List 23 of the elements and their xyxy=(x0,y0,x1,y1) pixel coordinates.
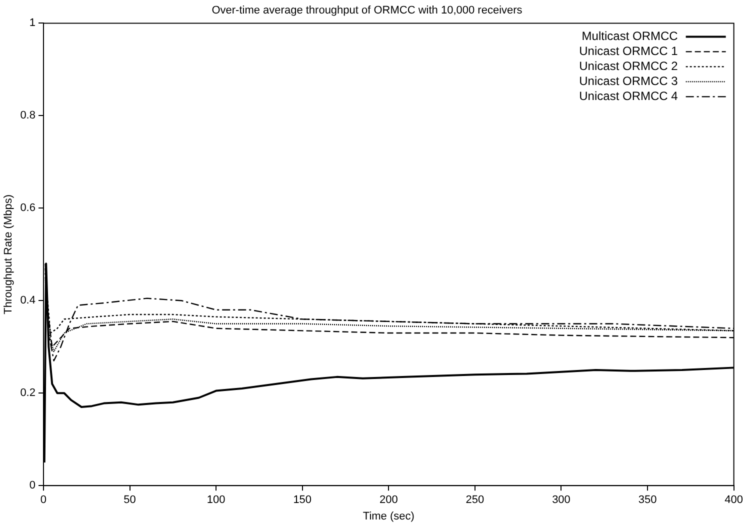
y-tick-label: 1 xyxy=(29,17,36,30)
legend-label: Unicast ORMCC 2 xyxy=(579,59,678,74)
x-tick-label: 0 xyxy=(40,494,47,506)
x-tick-label: 200 xyxy=(379,494,398,506)
chart-title: Over-time average throughput of ORMCC with 10,000 receivers xyxy=(212,4,523,17)
y-tick-label: 0.6 xyxy=(20,202,36,214)
x-tick-label: 300 xyxy=(552,494,570,506)
y-tick-label: 0 xyxy=(29,480,36,492)
legend-label: Unicast ORMCC 4 xyxy=(579,89,678,104)
legend-label: Multicast ORMCC xyxy=(582,29,678,44)
y-tick-label: 0.2 xyxy=(20,387,36,400)
legend-label: Unicast ORMCC 1 xyxy=(579,44,678,58)
y-tick-label: 0.8 xyxy=(20,110,36,122)
y-tick-label: 0.4 xyxy=(20,294,36,307)
x-tick-label: 400 xyxy=(724,494,744,506)
x-tick-label: 100 xyxy=(206,494,226,506)
x-tick-label: 150 xyxy=(293,494,312,506)
x-tick-label: 350 xyxy=(638,494,657,506)
legend-label: Unicast ORMCC 3 xyxy=(579,74,678,88)
x-tick-label: 250 xyxy=(466,494,484,506)
x-tick-label: 50 xyxy=(124,494,136,506)
y-axis-title: Throughput Rate (Mbps) xyxy=(2,194,15,314)
x-axis-title: Time (sec) xyxy=(362,510,414,522)
